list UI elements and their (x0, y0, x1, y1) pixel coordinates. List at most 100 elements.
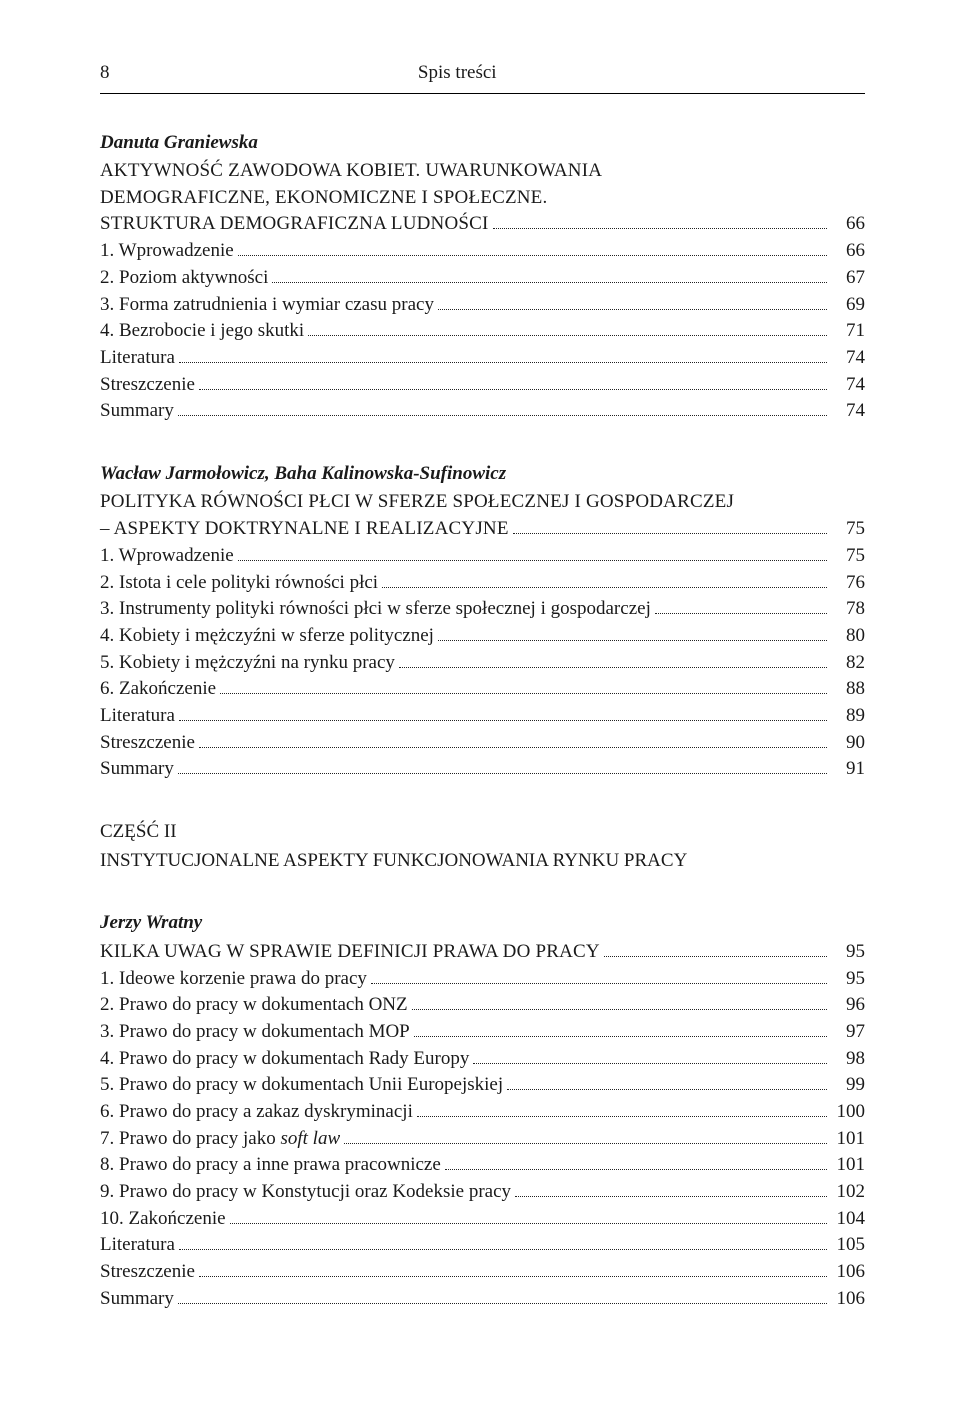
toc-dots (179, 1232, 827, 1250)
toc-dots (507, 1072, 827, 1090)
toc-title-line: POLITYKA RÓWNOŚCI PŁCI W SFERZE SPOŁECZN… (100, 489, 865, 516)
toc-line: 4. Prawo do pracy w dokumentach Rady Eur… (100, 1045, 865, 1072)
toc-line: 7. Prawo do pracy jako soft law 101 (100, 1126, 865, 1153)
toc-dots (382, 569, 827, 587)
toc-page: 74 (831, 398, 865, 425)
toc-label: Summary (100, 756, 174, 783)
toc-dots (371, 965, 827, 983)
toc-page: 104 (831, 1206, 865, 1233)
toc-label: Summary (100, 398, 174, 425)
toc-label: 3. Instrumenty polityki równości płci w … (100, 596, 651, 623)
toc-line: Summary 74 (100, 398, 865, 425)
toc-label: STRUKTURA DEMOGRAFICZNA LUDNOŚCI (100, 211, 489, 238)
toc-label: Literatura (100, 345, 175, 372)
toc-line: KILKA UWAG W SPRAWIE DEFINICJI PRAWA DO … (100, 939, 865, 966)
toc-page: 88 (831, 676, 865, 703)
toc-page: 75 (831, 543, 865, 570)
part-heading: CZĘŚĆ II (100, 819, 865, 846)
toc-page: 71 (831, 318, 865, 345)
toc-label: 6. Prawo do pracy a zakaz dyskryminacji (100, 1099, 413, 1126)
toc-page: 66 (831, 238, 865, 265)
toc-section: Danuta GraniewskaAKTYWNOŚĆ ZAWODOWA KOBI… (100, 130, 865, 425)
toc-page: 102 (831, 1179, 865, 1206)
toc-dots (493, 211, 827, 229)
toc-page: 95 (831, 939, 865, 966)
toc-page: 74 (831, 372, 865, 399)
toc-label: 2. Istota i cele polityki równości płci (100, 570, 378, 597)
toc-page: 67 (831, 265, 865, 292)
toc-label: 7. Prawo do pracy jako soft law (100, 1126, 340, 1153)
toc-page: 101 (831, 1152, 865, 1179)
toc-line: Streszczenie106 (100, 1259, 865, 1286)
toc-dots (308, 318, 827, 336)
toc-label: 4. Kobiety i mężczyźni w sferze politycz… (100, 623, 434, 650)
toc-page: 90 (831, 730, 865, 757)
toc-line: 3. Prawo do pracy w dokumentach MOP 97 (100, 1019, 865, 1046)
toc-dots (238, 543, 827, 561)
toc-dots (604, 939, 827, 957)
toc-author: Wacław Jarmołowicz, Baha Kalinowska-Sufi… (100, 461, 865, 488)
page: 8 Spis treści Danuta GraniewskaAKTYWNOŚĆ… (0, 0, 960, 1422)
toc-dots (199, 372, 827, 390)
toc-dots (178, 398, 827, 416)
toc-dots (199, 730, 827, 748)
toc-line: 4. Kobiety i mężczyźni w sferze politycz… (100, 623, 865, 650)
toc-label: Streszczenie (100, 372, 195, 399)
toc-page: 101 (831, 1126, 865, 1153)
toc-page: 75 (831, 516, 865, 543)
toc-line: STRUKTURA DEMOGRAFICZNA LUDNOŚCI 66 (100, 211, 865, 238)
toc-dots (655, 596, 827, 614)
toc-dots (438, 291, 827, 309)
toc-dots (238, 238, 827, 256)
toc-page: 100 (831, 1099, 865, 1126)
toc-page: 97 (831, 1019, 865, 1046)
toc-line: Summary91 (100, 756, 865, 783)
toc-line: 6. Zakończenie88 (100, 676, 865, 703)
header-row: 8 Spis treści (100, 60, 865, 87)
toc-dots (179, 345, 827, 363)
toc-section: Wacław Jarmołowicz, Baha Kalinowska-Sufi… (100, 461, 865, 783)
toc-label: 9. Prawo do pracy w Konstytucji oraz Kod… (100, 1179, 511, 1206)
toc-label: 3. Prawo do pracy w dokumentach MOP (100, 1019, 410, 1046)
toc-dots (178, 1286, 827, 1304)
toc-line: – ASPEKTY DOKTRYNALNE I REALIZACYJNE75 (100, 516, 865, 543)
toc-page: 69 (831, 292, 865, 319)
toc-line: 4. Bezrobocie i jego skutki 71 (100, 318, 865, 345)
toc-line: 1. Wprowadzenie75 (100, 543, 865, 570)
toc-label: 2. Poziom aktywności (100, 265, 268, 292)
toc-line: Literatura 105 (100, 1232, 865, 1259)
toc-page: 82 (831, 650, 865, 677)
toc-dots (445, 1152, 827, 1170)
toc-line: 6. Prawo do pracy a zakaz dyskryminacji 1… (100, 1099, 865, 1126)
toc-label: 5. Kobiety i mężczyźni na rynku pracy (100, 650, 395, 677)
toc-label: Literatura (100, 1232, 175, 1259)
toc-line: Summary106 (100, 1286, 865, 1313)
toc-dots (230, 1206, 827, 1224)
toc-page: 99 (831, 1072, 865, 1099)
toc-line: Streszczenie 74 (100, 372, 865, 399)
toc-label: 2. Prawo do pracy w dokumentach ONZ (100, 992, 408, 1019)
toc-line: 3. Forma zatrudnienia i wymiar czasu pra… (100, 291, 865, 318)
toc-line: Literatura89 (100, 703, 865, 730)
toc-dots (344, 1126, 827, 1144)
toc-line: 8. Prawo do pracy a inne prawa pracownic… (100, 1152, 865, 1179)
toc-dots (438, 623, 827, 641)
toc-line: 5. Prawo do pracy w dokumentach Unii Eur… (100, 1072, 865, 1099)
toc-label: 10. Zakończenie (100, 1206, 226, 1233)
toc-page: 66 (831, 211, 865, 238)
toc-dots (513, 516, 827, 534)
toc-page: 96 (831, 992, 865, 1019)
toc-line: 2. Istota i cele polityki równości płci7… (100, 569, 865, 596)
toc-label: 4. Bezrobocie i jego skutki (100, 318, 304, 345)
toc-dots (199, 1259, 827, 1277)
toc-page: 105 (831, 1232, 865, 1259)
toc-label: KILKA UWAG W SPRAWIE DEFINICJI PRAWA DO … (100, 939, 600, 966)
toc-dots (414, 1019, 827, 1037)
toc-author: Danuta Graniewska (100, 130, 865, 157)
toc-title-line: AKTYWNOŚĆ ZAWODOWA KOBIET. UWARUNKOWANIA (100, 158, 865, 185)
toc-label: Streszczenie (100, 730, 195, 757)
toc-dots (473, 1045, 827, 1063)
toc-label: Summary (100, 1286, 174, 1313)
toc-page: 78 (831, 596, 865, 623)
header-rule (100, 93, 865, 94)
